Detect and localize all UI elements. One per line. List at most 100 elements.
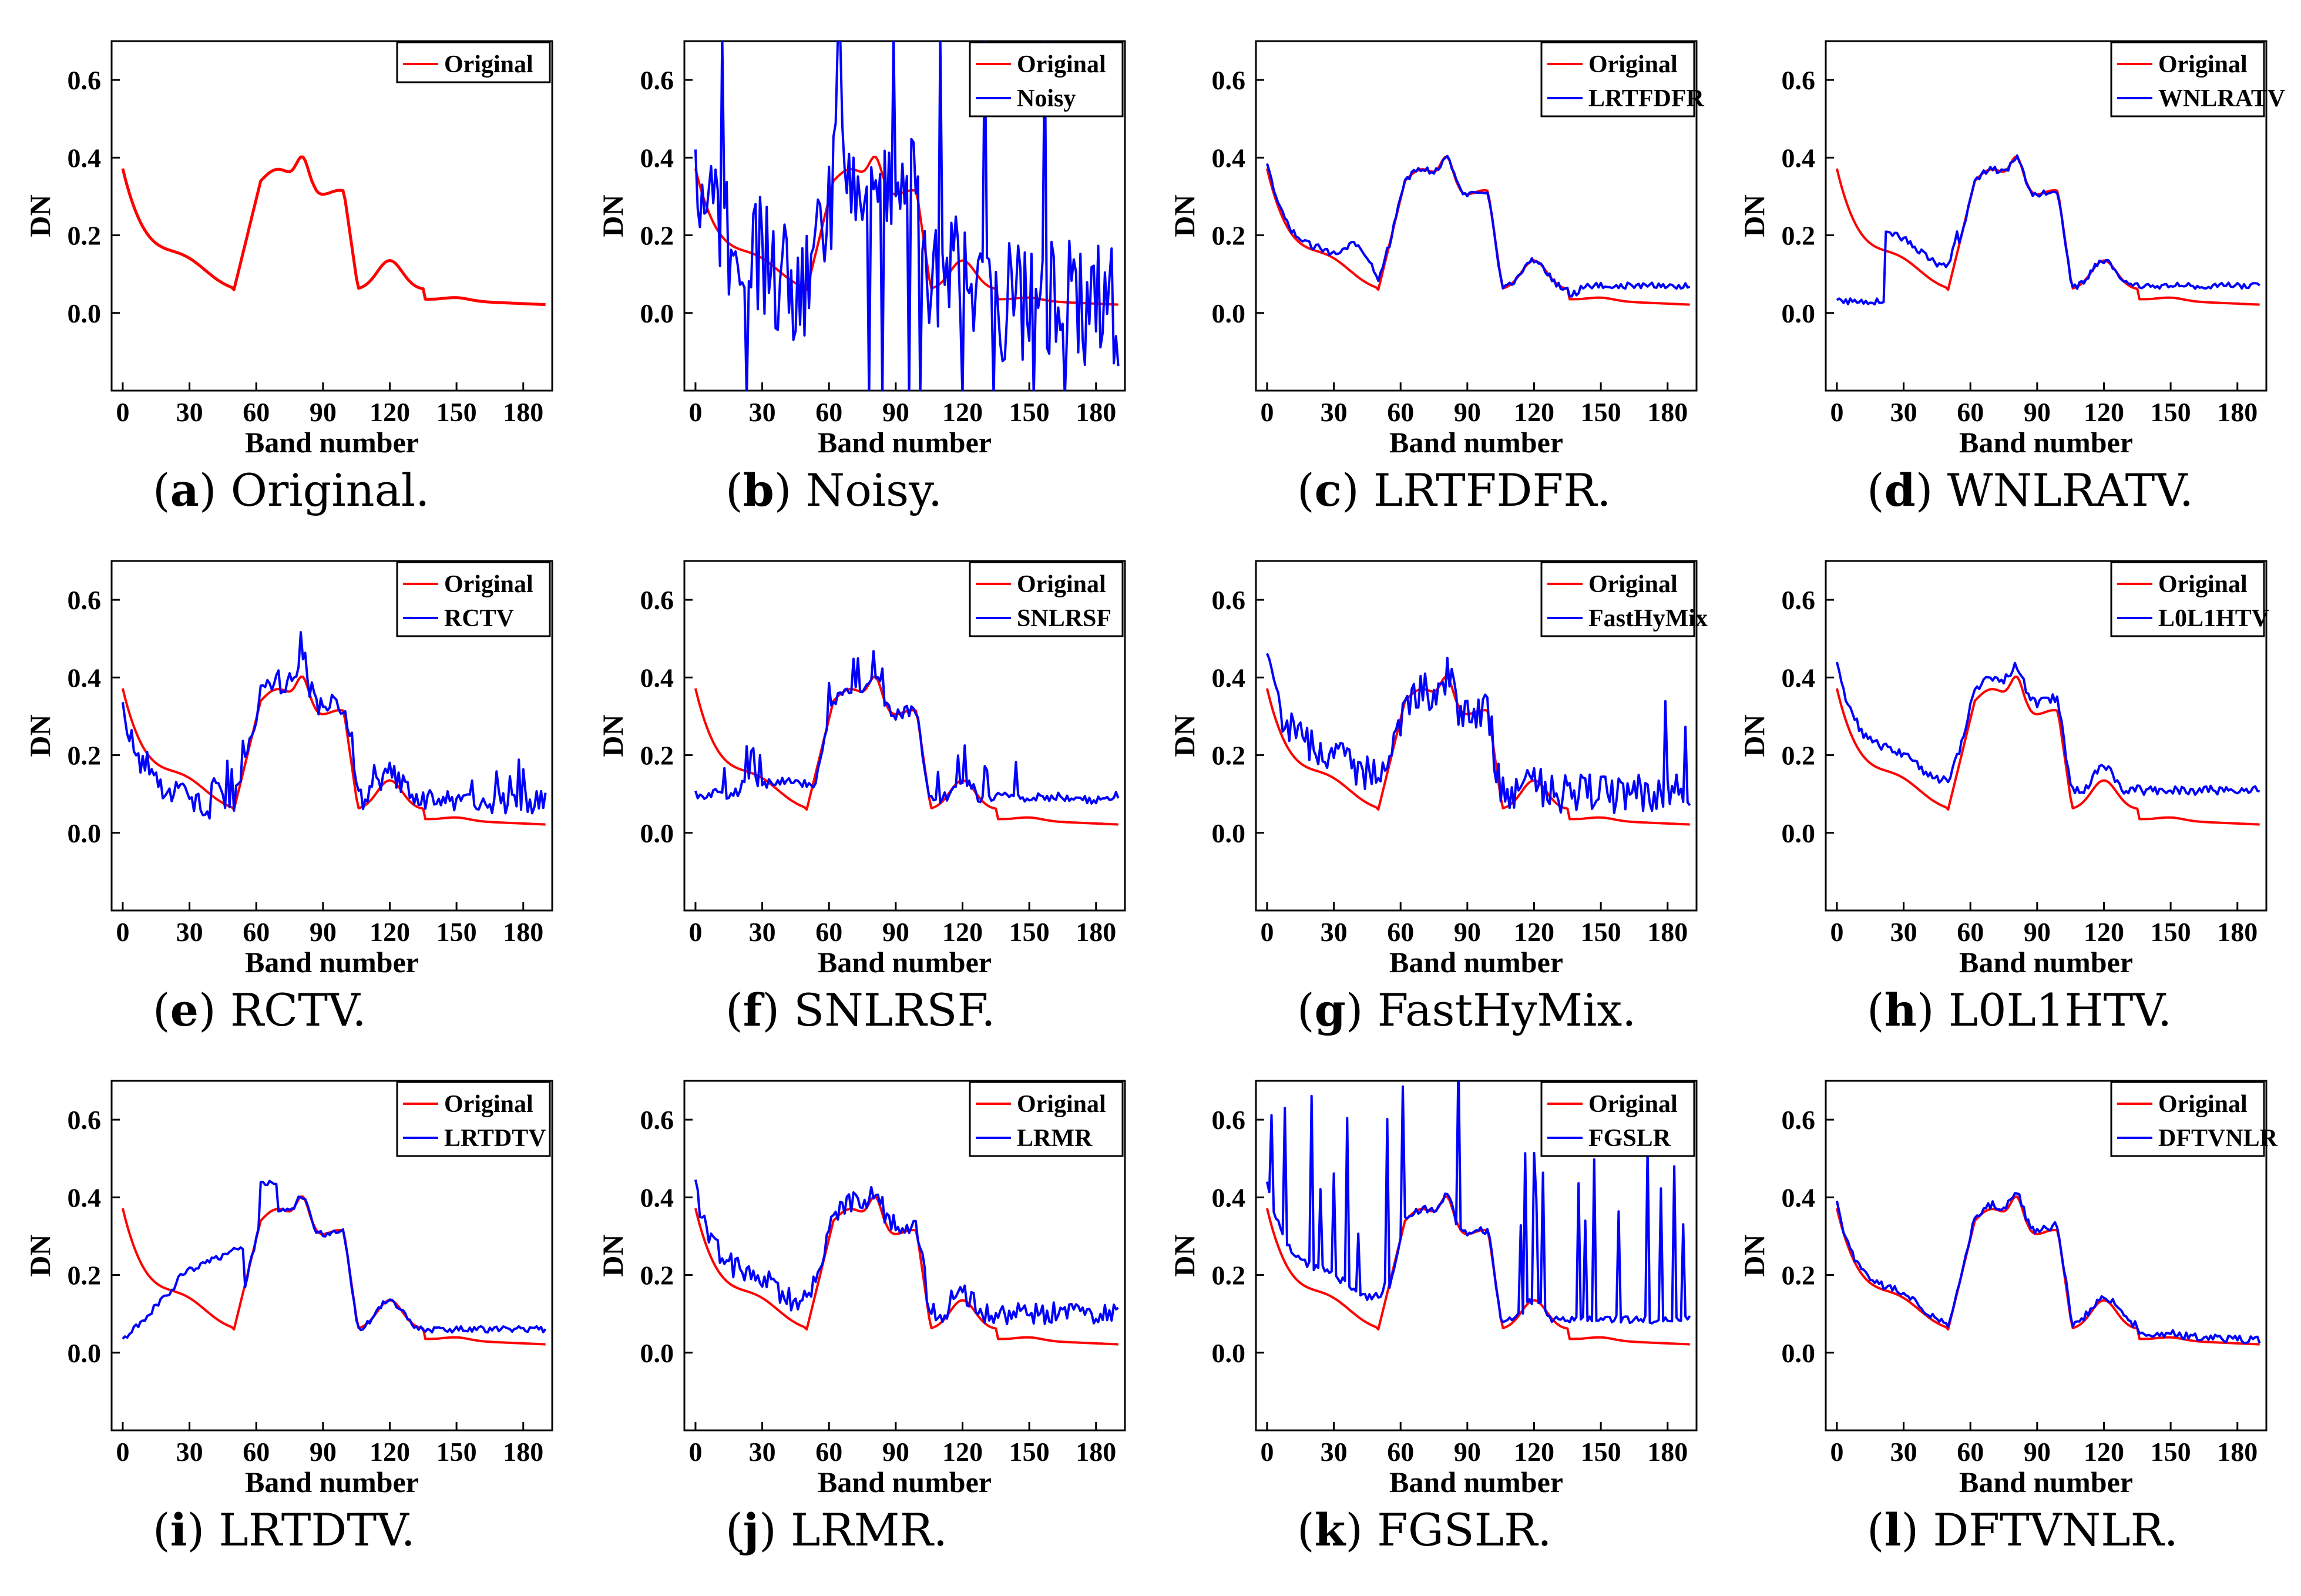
- panel-f: 0.0 0.2 0.4 0.6 0 30 60 90 120 150 180 Band number D…: [573, 520, 1137, 1037]
- legend: Original LRMR: [969, 1081, 1124, 1157]
- caption-panel-letter: h: [1884, 984, 1917, 1036]
- legend-label-original: Original: [1588, 51, 1678, 78]
- x-tick-label: 90: [2024, 917, 2051, 947]
- x-tick-label: 0: [116, 397, 129, 427]
- x-tick-label: 0: [1260, 397, 1274, 427]
- y-axis-label: DN: [596, 1234, 629, 1276]
- caption-label-close: ): [1345, 1504, 1378, 1556]
- x-axis-label: Band number: [818, 946, 992, 979]
- legend-label-original: Original: [1588, 1091, 1678, 1118]
- caption-label-open: (: [1297, 464, 1315, 516]
- legend-label-lrtfdfr: LRTFDFR: [1588, 85, 1705, 112]
- panel-h: 0.0 0.2 0.4 0.6 0 30 60 90 120 150 180 Band number D…: [1714, 520, 2278, 1037]
- y-tick-label: 0.6: [1782, 585, 1816, 615]
- legend-label-original: Original: [1017, 571, 1106, 598]
- caption-panel-letter: e: [170, 984, 199, 1036]
- y-tick-label: 0.2: [640, 1261, 674, 1291]
- x-axis-label: Band number: [1389, 426, 1563, 459]
- x-tick-label: 90: [2024, 1437, 2051, 1467]
- y-tick-label: 0.0: [68, 1338, 102, 1368]
- y-axis-label: DN: [1738, 1234, 1771, 1276]
- y-tick-label: 0.6: [1782, 65, 1816, 95]
- caption-label-open: (: [725, 984, 743, 1036]
- legend-box: [969, 561, 1124, 637]
- caption-label-close: ): [762, 984, 794, 1036]
- x-tick-label: 0: [1830, 917, 1843, 947]
- caption-text: DFTVNLR.: [1933, 1504, 2178, 1556]
- x-tick-label: 0: [116, 917, 129, 947]
- legend: Original Noisy: [969, 41, 1124, 117]
- x-tick-label: 150: [436, 397, 477, 427]
- caption-label-open: (: [725, 1504, 743, 1556]
- y-axis-label: DN: [1168, 194, 1201, 237]
- caption-label-open: (: [1867, 1504, 1885, 1556]
- series-line-original: [1835, 156, 2260, 306]
- x-tick-label: 120: [1514, 397, 1554, 427]
- y-tick-label: 0.2: [1212, 221, 1246, 251]
- axes-frame: [110, 40, 553, 392]
- x-tick-label: 60: [1957, 1437, 1984, 1467]
- x-axis-label: Band number: [818, 1466, 992, 1498]
- y-tick-label: 0.4: [640, 1182, 674, 1212]
- legend: Original SNLRSF: [969, 561, 1124, 637]
- y-tick-label: 0.6: [68, 1105, 102, 1135]
- panel-caption: (l) DFTVNLR.: [1867, 1504, 2178, 1556]
- caption-label-open: (: [153, 464, 170, 516]
- caption-panel-letter: i: [170, 1504, 187, 1556]
- chart-h: 0.0 0.2 0.4 0.6 0 30 60 90 120 150 180 Band number D…: [1738, 560, 2269, 979]
- x-tick-label: 120: [1514, 917, 1554, 947]
- legend-label-wnlratv: WNLRATV: [2158, 85, 2285, 112]
- legend-box: [969, 1081, 1124, 1157]
- y-tick-label: 0.2: [1212, 1261, 1246, 1291]
- x-tick-label: 180: [1076, 397, 1116, 427]
- y-tick-label: 0.6: [1212, 65, 1246, 95]
- x-tick-label: 30: [1890, 917, 1917, 947]
- panel-caption: (b) Noisy.: [725, 464, 942, 516]
- y-tick-label: 0.6: [68, 585, 102, 615]
- y-tick-label: 0.4: [640, 143, 674, 173]
- panel-j: 0.0 0.2 0.4 0.6 0 30 60 90 120 150 180 Band number D…: [573, 1040, 1137, 1557]
- x-tick-label: 180: [503, 917, 543, 947]
- caption-text: LRTFDFR.: [1373, 464, 1611, 516]
- x-tick-label: 90: [1454, 397, 1481, 427]
- caption-label-close: ): [199, 464, 231, 516]
- legend-label-snlrsf: SNLRSF: [1017, 605, 1111, 632]
- y-axis-label: DN: [1168, 714, 1201, 757]
- chart-d: 0.0 0.2 0.4 0.6 0 30 60 90 120 150 180 Band number D…: [1738, 40, 2285, 459]
- series-line-lrtdtv: [122, 1180, 547, 1340]
- legend-label-noisy: Noisy: [1017, 85, 1076, 112]
- x-tick-label: 180: [2217, 397, 2258, 427]
- y-tick-label: 0.2: [1782, 1261, 1816, 1291]
- series-line-rctv: [121, 631, 547, 820]
- panel-caption: (j) LRMR.: [725, 1504, 948, 1556]
- y-tick-label: 0.2: [1782, 741, 1816, 771]
- x-tick-label: 150: [1009, 397, 1050, 427]
- x-tick-label: 90: [1454, 1437, 1481, 1467]
- panel-d: 0.0 0.2 0.4 0.6 0 30 60 90 120 150 180 Band number D…: [1714, 0, 2285, 517]
- caption-label-close: ): [1341, 464, 1373, 516]
- panel-caption: (c) LRTFDFR.: [1297, 464, 1611, 516]
- x-tick-label: 60: [243, 397, 270, 427]
- x-tick-label: 30: [176, 1437, 203, 1467]
- y-tick-label: 0.2: [68, 1261, 102, 1291]
- x-tick-label: 90: [882, 917, 909, 947]
- legend-box: [2110, 41, 2265, 117]
- x-tick-label: 60: [243, 917, 270, 947]
- y-tick-label: 0.0: [640, 818, 674, 848]
- caption-text: WNLRATV.: [1947, 464, 2194, 516]
- x-tick-label: 120: [942, 917, 983, 947]
- legend-box: [2110, 561, 2265, 637]
- y-axis-label: DN: [596, 714, 629, 757]
- x-tick-label: 0: [1260, 1437, 1274, 1467]
- series-line-l0l1htv: [1835, 661, 2260, 796]
- legend-label-original: Original: [2158, 51, 2248, 78]
- x-tick-label: 30: [1890, 1437, 1917, 1467]
- caption-label-close: ): [1915, 464, 1947, 516]
- x-tick-label: 150: [1009, 1437, 1050, 1467]
- legend: Original RCTV: [396, 561, 551, 637]
- legend: Original FastHyMix: [1540, 561, 1708, 637]
- caption-panel-letter: j: [743, 1504, 760, 1556]
- x-tick-label: 0: [688, 917, 702, 947]
- x-tick-label: 30: [1321, 917, 1348, 947]
- x-tick-label: 30: [176, 917, 203, 947]
